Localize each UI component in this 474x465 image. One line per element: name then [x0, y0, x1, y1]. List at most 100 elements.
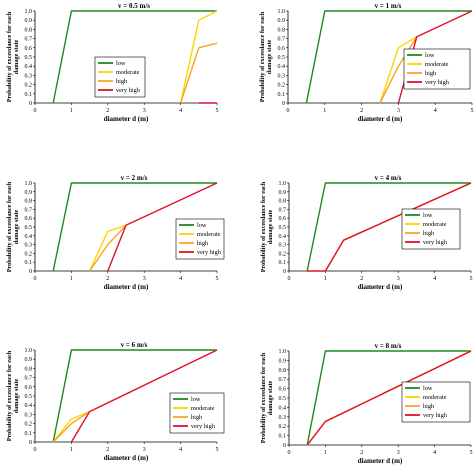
y-tick-label: 0.2	[25, 251, 33, 257]
legend-entry: low	[423, 212, 433, 219]
x-tick-label: 5	[470, 450, 473, 456]
y-axis-label: Probability of exceedance for eachdamage…	[260, 352, 274, 443]
y-tick-label: 0.8	[25, 199, 33, 205]
legend-entry: low	[191, 396, 201, 403]
chart-panel-1: 0 0.1 0.2 0.3 0.4 0.5 0.6 0.7 0.8 0.9 1.0 0 1 2 3 4 5 v =…	[6, 2, 219, 123]
y-tick-label: 0.3	[25, 243, 33, 249]
x-axis-label: diameter d (m)	[104, 454, 149, 462]
y-tick-label: 0	[283, 269, 286, 275]
series-line-low	[306, 350, 471, 446]
y-tick-label: 0.3	[278, 73, 286, 79]
x-tick-label: 5	[471, 108, 474, 114]
y-tick-label: 0.8	[25, 27, 33, 33]
y-tick-label: 0.7	[25, 376, 33, 382]
legend: low moderate high very high	[401, 208, 461, 250]
y-tick-label: 0.3	[25, 73, 33, 79]
legend-entry: very high	[423, 412, 448, 419]
x-tick-label: 4	[179, 276, 182, 282]
chart-panel-2: 0 0.1 0.2 0.3 0.4 0.5 0.6 0.7 0.8 0.9 1.0 0 1 2 3 4 5 v =…	[259, 2, 474, 123]
y-tick-label: 0.6	[278, 46, 286, 52]
y-tick-label: 0.9	[25, 357, 33, 363]
legend-entry: very high	[191, 423, 216, 430]
y-tick-label: 0	[29, 101, 32, 107]
y-tick-label: 0.6	[279, 216, 287, 222]
chart-title: v = 0.5 m/s	[118, 2, 150, 10]
y-axis-label: Probability of exceedance for eachdamage…	[259, 11, 273, 102]
legend-entry: moderate	[116, 69, 140, 76]
y-tick-label: 0.3	[279, 415, 287, 421]
x-tick-label: 1	[324, 450, 327, 456]
y-tick-label: 0.9	[279, 358, 287, 364]
y-tick-label: 0.3	[279, 243, 287, 249]
chart-title: v = 4 m/s	[375, 174, 402, 182]
y-tick-label: 0.8	[278, 27, 286, 33]
y-tick-label: 0.4	[25, 234, 33, 240]
x-tick-label: 0	[34, 276, 37, 282]
x-axis-label: diameter d (m)	[358, 283, 403, 291]
x-axis-label: diameter d (m)	[358, 457, 403, 465]
x-tick-label: 2	[360, 276, 363, 282]
legend-entry: low	[116, 60, 126, 67]
x-tick-label: 4	[434, 108, 437, 114]
legend-entry: very high	[425, 79, 450, 86]
legend-entry: very high	[197, 249, 222, 256]
legend-entry: high	[197, 240, 209, 247]
x-axis-label: diameter d (m)	[104, 115, 149, 123]
y-tick-label: 0.6	[25, 46, 33, 52]
series-line-very-high	[107, 182, 218, 272]
series-line-low	[52, 182, 217, 272]
x-axis-label: diameter d (m)	[358, 115, 403, 123]
y-tick-label: 0	[282, 101, 285, 107]
y-tick-label: 0.5	[279, 225, 287, 231]
x-tick-label: 0	[287, 108, 290, 114]
legend-entry: low	[425, 52, 435, 59]
y-tick-label: 0.9	[278, 18, 286, 24]
y-tick-label: 0.1	[279, 434, 287, 440]
y-tick-label: 0.2	[279, 424, 287, 430]
y-tick-label: 0.1	[279, 260, 287, 266]
y-tick-label: 1.0	[25, 9, 33, 15]
y-tick-label: 0.5	[279, 396, 287, 402]
y-tick-label: 0.6	[25, 385, 33, 391]
series-line-low	[52, 349, 217, 443]
x-tick-label: 5	[216, 447, 219, 453]
x-tick-label: 5	[470, 276, 473, 282]
y-tick-label: 0.2	[25, 422, 33, 428]
y-axis-label: Probability of exceedance for eachdamage…	[6, 11, 20, 102]
y-tick-label: 0.2	[25, 83, 33, 89]
legend-entry: low	[197, 222, 207, 229]
x-tick-label: 4	[433, 450, 436, 456]
chart-panel-5: 0 0.1 0.2 0.3 0.4 0.5 0.6 0.7 0.8 0.9 1.0 0 1 2 3 4 5 v =…	[6, 341, 225, 462]
legend-entry: very high	[116, 87, 141, 94]
x-tick-label: 2	[106, 108, 109, 114]
y-tick-label: 0.8	[279, 368, 287, 374]
legend-entry: moderate	[425, 61, 449, 68]
legend: low moderate high very high	[401, 381, 471, 423]
y-tick-label: 0.5	[25, 394, 33, 400]
x-tick-label: 1	[70, 447, 73, 453]
x-tick-label: 2	[106, 276, 109, 282]
legend: low moderate high very high	[403, 48, 471, 90]
x-tick-label: 1	[324, 276, 327, 282]
y-tick-label: 1.0	[279, 349, 287, 355]
y-tick-label: 0.4	[279, 405, 287, 411]
legend-entry: high	[191, 414, 203, 421]
series-line-very-high	[306, 350, 472, 446]
x-tick-label: 3	[143, 108, 146, 114]
y-tick-label: 0.5	[25, 55, 33, 61]
x-tick-label: 0	[34, 447, 37, 453]
y-tick-label: 0.7	[279, 207, 287, 213]
y-tick-label: 0.5	[25, 225, 33, 231]
legend-entry: high	[423, 403, 435, 410]
chart-title: v = 8 m/s	[375, 342, 402, 350]
y-tick-label: 1.0	[25, 348, 33, 354]
y-tick-label: 0.2	[279, 251, 287, 257]
y-tick-label: 0	[283, 443, 286, 449]
x-tick-label: 0	[288, 450, 291, 456]
chart-title: v = 6 m/s	[121, 341, 148, 349]
y-tick-label: 0.1	[278, 92, 286, 98]
legend-entry: moderate	[423, 221, 447, 228]
series-line-high	[179, 42, 218, 104]
y-axis-label: Probability of exceedance for eachdamage…	[260, 181, 274, 272]
